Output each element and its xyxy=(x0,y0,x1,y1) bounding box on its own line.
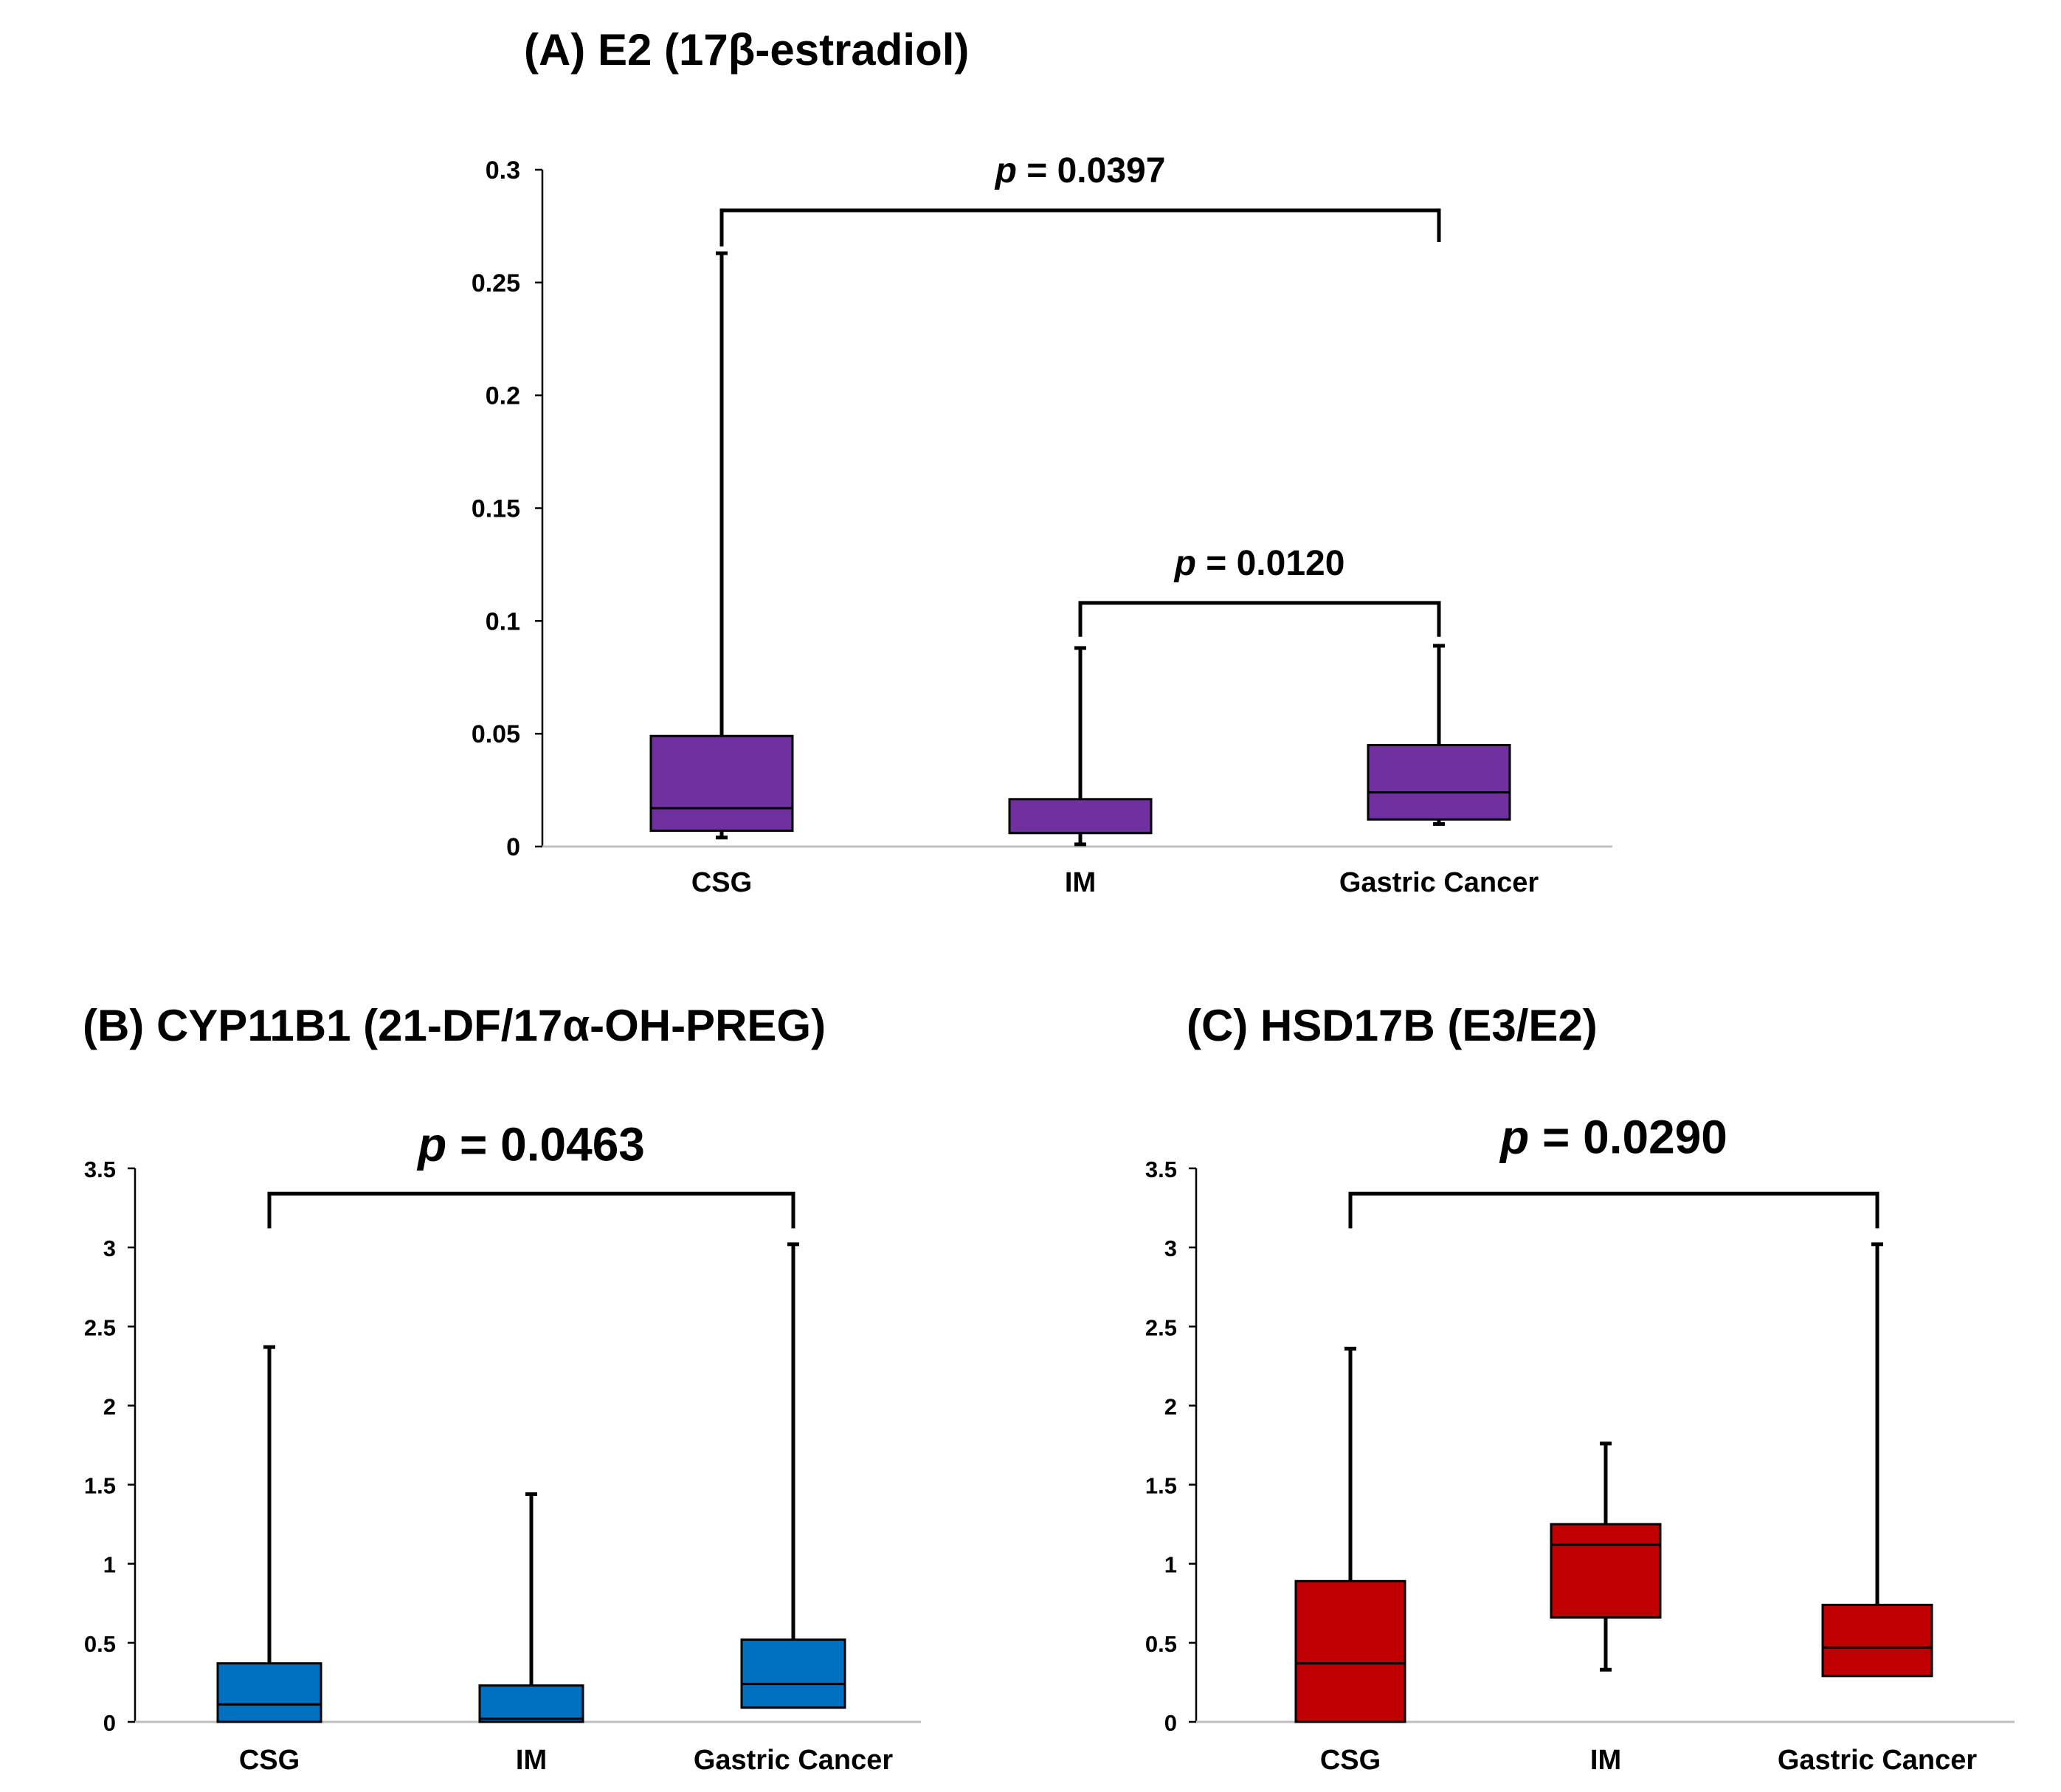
y-tick-label: 0 xyxy=(103,1710,116,1736)
x-tick-label: CSG xyxy=(239,1745,300,1776)
y-tick-label: 0.5 xyxy=(84,1631,116,1657)
p-value: = 0.0120 xyxy=(1196,544,1345,583)
y-tick-label: 0.2 xyxy=(486,382,520,410)
y-tick-label: 3 xyxy=(103,1236,116,1261)
box-gastric-cancer xyxy=(1367,644,1511,826)
p-symbol: p xyxy=(416,1117,446,1171)
y-tick-label: 0.25 xyxy=(472,269,520,297)
p-value-label: p = 0.0290 xyxy=(1499,1110,1727,1163)
box-iqr xyxy=(1008,798,1153,835)
box-iqr xyxy=(1550,1523,1662,1619)
box-csg xyxy=(649,251,794,840)
box-im xyxy=(478,1492,584,1723)
y-tick-label: 0.5 xyxy=(1145,1631,1177,1657)
box-im xyxy=(1550,1441,1662,1672)
box-iqr xyxy=(1294,1579,1406,1723)
panel-a: (A) E2 (17β-estradiol) 0 0.05 0.1 0.15 0.2 0.2… xyxy=(472,25,1612,898)
y-tick-label: 3.5 xyxy=(84,1157,116,1182)
bracket-line xyxy=(719,208,1441,247)
y-tick-label: 1.5 xyxy=(1145,1473,1177,1499)
y-tick-label: 2.5 xyxy=(84,1314,116,1340)
x-tick-label: CSG xyxy=(691,867,752,898)
y-tick-label: 2 xyxy=(1164,1393,1177,1419)
y-tick-label: 0.15 xyxy=(472,495,520,523)
significance-bracket: p = 0.0463 xyxy=(267,1117,795,1229)
box-iqr xyxy=(649,734,794,833)
chart-title: (B) CYP11B1 (21-DF/17α-OH-PREG) xyxy=(83,1001,826,1050)
chart-title: (A) E2 (17β-estradiol) xyxy=(524,25,969,75)
x-tick-label: CSG xyxy=(1320,1745,1381,1776)
y-tick-label: 1.5 xyxy=(84,1473,116,1499)
p-value-label: p = 0.0397 xyxy=(994,151,1166,190)
x-tick-label: Gastric Cancer xyxy=(1778,1745,1978,1776)
significance-bracket: p = 0.0120 xyxy=(1078,544,1441,637)
x-tick-label: IM xyxy=(516,1745,547,1776)
y-tick-label: 3 xyxy=(1164,1236,1177,1261)
y-tick-label: 2.5 xyxy=(1145,1314,1177,1340)
box-csg xyxy=(216,1345,322,1723)
box-gastric-cancer xyxy=(1821,1242,1933,1678)
bracket-line xyxy=(1348,1191,1879,1229)
p-symbol: p xyxy=(1499,1110,1529,1163)
box-im xyxy=(1008,646,1153,847)
p-symbol: p xyxy=(994,151,1017,190)
box-csg xyxy=(1294,1346,1406,1723)
p-symbol: p xyxy=(1173,544,1196,583)
chart-title: (C) HSD17B (E3/E2) xyxy=(1187,1001,1598,1050)
y-tick-label: 0 xyxy=(506,833,520,861)
y-tick-label: 2 xyxy=(103,1393,116,1419)
box-iqr xyxy=(740,1638,846,1709)
p-value: = 0.0463 xyxy=(446,1117,645,1171)
p-value: = 0.0290 xyxy=(1529,1110,1727,1163)
panel-c: (C) HSD17B (E3/E2) 0 0.5 1 1.5 2 2.5 3 3.5 CSG IM G… xyxy=(1145,1001,2015,1776)
significance-bracket: p = 0.0290 xyxy=(1348,1110,1879,1229)
significance-bracket: p = 0.0397 xyxy=(719,151,1441,247)
p-value-label: p = 0.0463 xyxy=(416,1117,645,1171)
y-tick-label: 1 xyxy=(1164,1552,1177,1578)
y-tick-label: 0.05 xyxy=(472,720,520,748)
y-tick-label: 0.1 xyxy=(486,607,520,635)
panel-b: (B) CYP11B1 (21-DF/17α-OH-PREG) 0 0.5 1 1.5 2… xyxy=(83,1001,921,1776)
x-tick-label: Gastric Cancer xyxy=(694,1745,894,1776)
bracket-line xyxy=(267,1191,795,1229)
p-value: = 0.0397 xyxy=(1017,151,1166,190)
box-iqr xyxy=(1367,743,1511,821)
y-tick-label: 3.5 xyxy=(1145,1157,1177,1182)
box-iqr xyxy=(1821,1603,1933,1678)
y-tick-label: 0.3 xyxy=(486,156,520,185)
box-iqr xyxy=(478,1684,584,1723)
x-tick-label: IM xyxy=(1590,1745,1621,1776)
x-tick-label: IM xyxy=(1065,867,1096,898)
y-tick-label: 0 xyxy=(1164,1710,1177,1736)
box-gastric-cancer xyxy=(740,1242,846,1709)
y-tick-label: 1 xyxy=(103,1552,116,1578)
box-iqr xyxy=(216,1662,322,1723)
x-tick-label: Gastric Cancer xyxy=(1339,867,1539,898)
bracket-line xyxy=(1078,601,1441,637)
p-value-label: p = 0.0120 xyxy=(1173,544,1345,583)
